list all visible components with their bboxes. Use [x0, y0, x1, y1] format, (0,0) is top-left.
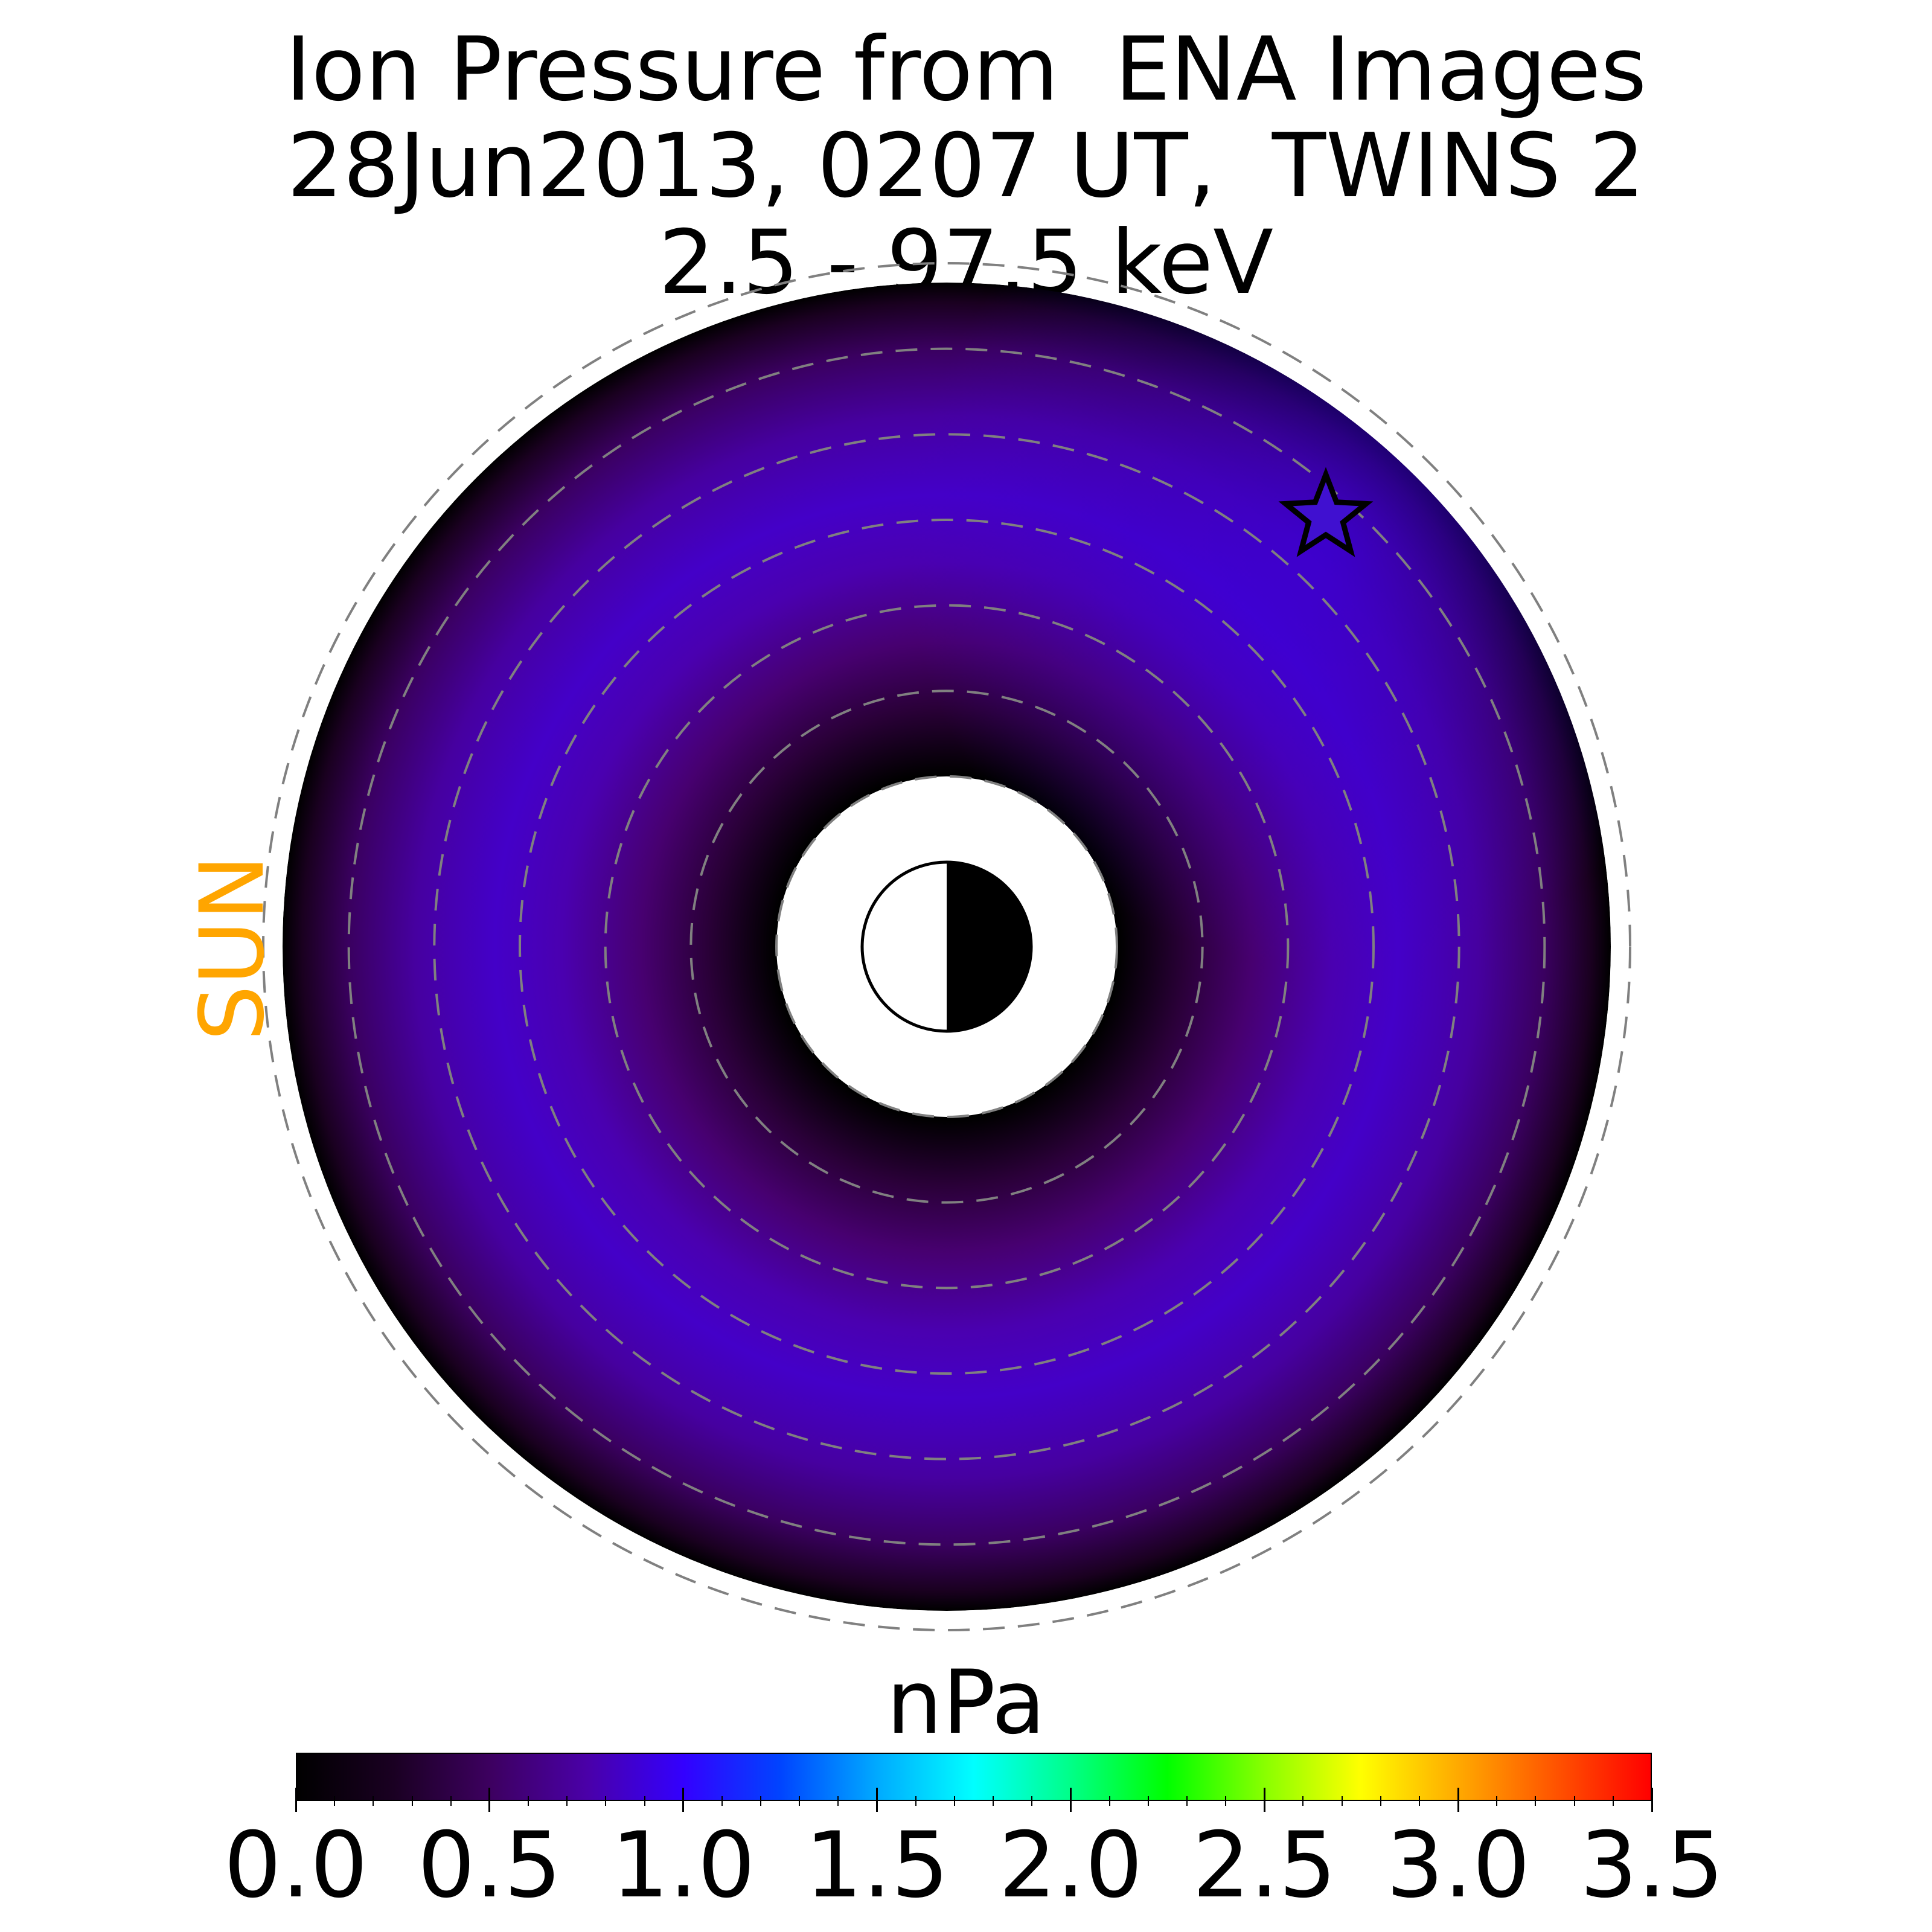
colorbar-minor-tick — [1341, 1796, 1343, 1806]
title-line-1: Ion Pressure from ENA Images — [285, 18, 1647, 121]
colorbar-minor-tick — [488, 1796, 490, 1806]
earth-half-lit-icon — [860, 860, 1033, 1033]
colorbar-minor-tick — [799, 1796, 801, 1806]
colorbar-minor-tick — [1418, 1796, 1420, 1806]
colorbar-minor-tick — [528, 1796, 529, 1806]
colorbar — [296, 1753, 1652, 1801]
colorbar-minor-tick — [1302, 1796, 1304, 1806]
dashed-distance-circles — [262, 262, 1631, 1631]
colorbar-minor-tick — [566, 1796, 568, 1806]
dashed-circle — [433, 433, 1460, 1460]
colorbar-minor-tick — [1186, 1796, 1188, 1806]
colorbar-tick-label: 3.0 — [1386, 1813, 1531, 1918]
colorbar-minor-tick — [1535, 1796, 1537, 1806]
colorbar-minor-tick — [1457, 1796, 1459, 1806]
colorbar-minor-tick — [411, 1796, 413, 1806]
colorbar-minor-tick — [682, 1796, 684, 1806]
colorbar-minor-tick — [1070, 1796, 1072, 1806]
colorbar-minor-tick — [1031, 1796, 1033, 1806]
dashed-circle — [347, 347, 1546, 1546]
colorbar-minor-tick — [1496, 1796, 1498, 1806]
colorbar-minor-tick — [1225, 1796, 1227, 1806]
colorbar-minor-tick — [450, 1796, 452, 1806]
colorbar-tick-label: 0.5 — [417, 1813, 562, 1918]
colorbar-minor-tick — [1651, 1796, 1652, 1806]
sun-direction-label: SUN — [181, 854, 284, 1041]
dashed-circle — [689, 689, 1204, 1204]
colorbar-minor-tick — [1612, 1796, 1614, 1806]
title-line-2: 28Jun2013, 0207 UT, TWINS 2 — [287, 115, 1645, 217]
colorbar-minor-tick — [837, 1796, 839, 1806]
colorbar-minor-tick — [644, 1796, 645, 1806]
colorbar-minor-tick — [1264, 1796, 1265, 1806]
dashed-circle — [604, 604, 1290, 1290]
dashed-circle — [775, 775, 1118, 1118]
colorbar-tick-label: 0.0 — [223, 1813, 368, 1918]
colorbar-minor-tick — [760, 1796, 762, 1806]
dashed-circle — [262, 262, 1631, 1631]
colorbar-minor-tick — [605, 1796, 607, 1806]
colorbar-tick-label: 2.5 — [1192, 1813, 1337, 1918]
colorbar-minor-tick — [953, 1796, 955, 1806]
colorbar-tick-label: 2.0 — [999, 1813, 1143, 1918]
colorbar-minor-tick — [1147, 1796, 1149, 1806]
colorbar-tick-label: 1.5 — [805, 1813, 949, 1918]
colorbar-minor-tick — [915, 1796, 916, 1806]
colorbar-minor-tick — [1108, 1796, 1110, 1806]
colorbar-tick-label: 3.5 — [1579, 1813, 1724, 1918]
colorbar-minor-tick — [876, 1796, 878, 1806]
colorbar-minor-tick — [295, 1796, 296, 1806]
star-icon — [1278, 467, 1374, 557]
colorbar-minor-tick — [1573, 1796, 1575, 1806]
colorbar-minor-tick — [721, 1796, 723, 1806]
dashed-circle — [519, 519, 1375, 1375]
colorbar-minor-tick — [1380, 1796, 1381, 1806]
colorbar-unit-label: nPa — [886, 1651, 1046, 1754]
colorbar-minor-tick — [373, 1796, 374, 1806]
colorbar-minor-tick — [993, 1796, 994, 1806]
colorbar-minor-tick — [334, 1796, 336, 1806]
colorbar-tick-label: 1.0 — [611, 1813, 755, 1918]
